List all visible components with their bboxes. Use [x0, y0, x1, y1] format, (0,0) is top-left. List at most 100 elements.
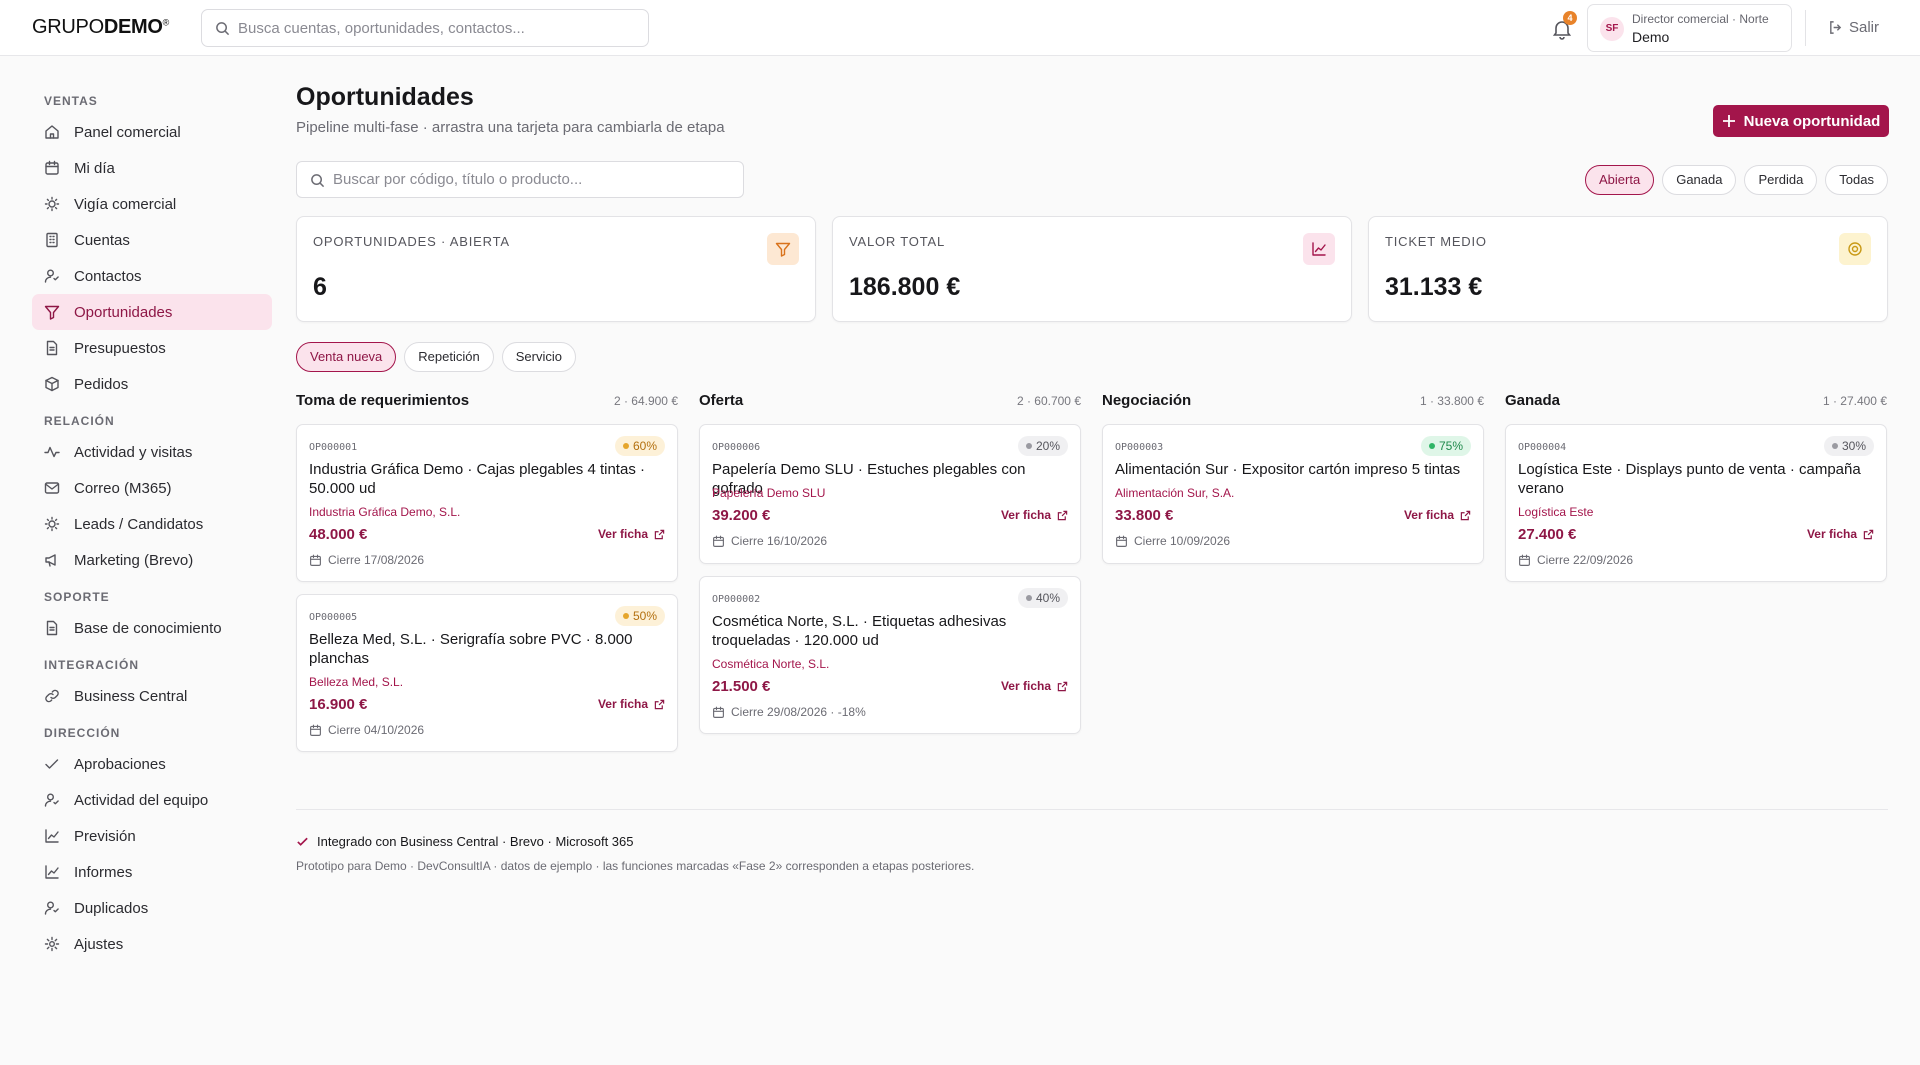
notification-badge: 4: [1563, 11, 1577, 25]
view-record-link[interactable]: Ver ficha: [598, 697, 665, 711]
contact-icon: [44, 901, 59, 915]
search-icon: [311, 174, 325, 188]
kpi-card: OPORTUNIDADES · ABIERTA 6: [296, 216, 816, 322]
column-header: Negociación 1 · 33.800 €: [1102, 392, 1484, 412]
user-menu[interactable]: SF Director comercial · Norte Demo: [1587, 4, 1792, 52]
sidebar: VENTAS Panel comercial Mi día Vigía comerci…: [32, 70, 272, 962]
sidebar-item-actividad-del-equipo[interactable]: Actividad del equipo: [32, 782, 272, 818]
sidebar-item-informes[interactable]: Informes: [32, 854, 272, 890]
logout-button[interactable]: Salir: [1828, 19, 1879, 36]
probability-value: 20%: [1035, 439, 1060, 453]
chart-icon: [45, 865, 59, 879]
sidebar-item-cuentas[interactable]: Cuentas: [32, 222, 272, 258]
status-filter-perdida[interactable]: Perdida: [1744, 165, 1818, 195]
sidebar-item-panel-comercial[interactable]: Panel comercial: [32, 114, 272, 150]
target-icon: [1848, 242, 1862, 256]
new-opportunity-button[interactable]: Nueva oportunidad: [1713, 105, 1889, 137]
integration-note: Integrado con Business Central · Brevo ·…: [296, 834, 633, 849]
account-link[interactable]: Logística Este: [1518, 505, 1594, 519]
probability-dot: [1025, 443, 1032, 449]
sidebar-item-duplicados[interactable]: Duplicados: [32, 890, 272, 926]
opportunity-code: OP000005: [309, 612, 358, 623]
opportunity-title: Industria Gráfica Demo · Cajas plegables…: [309, 461, 645, 497]
status-filters: Abierta Ganada Perdida Todas: [1585, 165, 1888, 195]
sidebar-item-leads-candidatos[interactable]: Leads / Candidatos: [32, 506, 272, 542]
column-title: Ganada: [1505, 392, 1561, 409]
pipeline-column-ganada: Ganada 1 · 27.400 € OP000004 30% Logística E…: [1505, 392, 1887, 582]
new-opportunity-label: Nueva oportunidad: [1743, 112, 1881, 130]
sidebar-item-business-central[interactable]: Business Central: [32, 678, 272, 714]
contact-icon: [44, 269, 59, 283]
sidebar-item-ajustes[interactable]: Ajustes: [32, 926, 272, 962]
account-link[interactable]: Cosmética Norte, S.L.: [712, 657, 830, 671]
view-record-link[interactable]: Ver ficha: [1404, 508, 1471, 522]
view-record-link[interactable]: Ver ficha: [1001, 679, 1068, 693]
sidebar-item-label: Duplicados: [74, 899, 149, 917]
sidebar-item-label: Presupuestos: [74, 339, 166, 357]
account-link[interactable]: Belleza Med, S.L.: [309, 675, 404, 689]
opportunity-card[interactable]: OP000005 50% Belleza Med, S.L. · Serigrafí…: [296, 594, 678, 752]
column-header: Ganada 1 · 27.400 €: [1505, 392, 1887, 412]
sidebar-item-contactos[interactable]: Contactos: [32, 258, 272, 294]
opportunity-search-input[interactable]: [333, 162, 733, 197]
sidebar-item-aprobaciones[interactable]: Aprobaciones: [32, 746, 272, 782]
global-search[interactable]: [201, 9, 649, 47]
mail-icon: [44, 482, 60, 494]
external-link-icon: [654, 699, 665, 709]
opportunity-card[interactable]: OP000003 75% Alimentación Sur · Expositor …: [1102, 424, 1484, 564]
brand-logo[interactable]: GRUPODEMO®: [32, 16, 169, 38]
building-icon: [46, 232, 58, 248]
sidebar-item-correo-m365[interactable]: Correo (M365): [32, 470, 272, 506]
opportunity-code: OP000002: [712, 594, 761, 605]
probability-badge: 75%: [1420, 436, 1471, 456]
pipeline-column-negociacion: Negociación 1 · 33.800 € OP000003 75% Alimen…: [1102, 392, 1484, 564]
opportunity-card[interactable]: OP000006 20% Papelería Demo SLU · Estuches…: [699, 424, 1081, 564]
account-link[interactable]: Papelería Demo SLU: [712, 486, 826, 500]
status-filter-abierta[interactable]: Abierta: [1585, 165, 1655, 195]
sidebar-item-mi-dia[interactable]: Mi día: [32, 150, 272, 186]
sidebar-item-base-de-conocimiento[interactable]: Base de conocimiento: [32, 610, 272, 646]
plus-icon: [1722, 115, 1735, 127]
type-filter-venta-nueva[interactable]: Venta nueva: [296, 342, 397, 372]
pipeline-column-oferta: Oferta 2 · 60.700 € OP000006 20% Papelería D…: [699, 392, 1081, 734]
view-record-link[interactable]: Ver ficha: [598, 527, 665, 541]
external-link-icon: [1057, 681, 1068, 691]
global-search-input[interactable]: [238, 10, 638, 46]
close-date-text: Cierre 16/10/2026: [731, 534, 828, 548]
avatar: SF: [1600, 17, 1624, 41]
column-summary: 1 · 27.400 €: [1822, 394, 1887, 408]
type-filter-repeticion[interactable]: Repetición: [404, 342, 494, 372]
kpi-label: VALOR TOTAL: [849, 234, 945, 249]
opportunity-card[interactable]: OP000001 60% Industria Gráfica Demo · Caja…: [296, 424, 678, 582]
probability-value: 75%: [1438, 439, 1463, 453]
status-filter-ganada[interactable]: Ganada: [1662, 165, 1737, 195]
probability-dot: [1428, 443, 1435, 449]
probability-value: 50%: [632, 609, 657, 623]
status-filter-todas[interactable]: Todas: [1825, 165, 1888, 195]
sidebar-item-label: Informes: [74, 863, 133, 881]
close-date-text: Cierre 10/09/2026: [1134, 534, 1231, 548]
sidebar-item-label: Business Central: [74, 687, 188, 705]
column-summary: 2 · 64.900 €: [613, 394, 678, 408]
opportunity-card[interactable]: OP000004 30% Logística Este · Displays pun…: [1505, 424, 1887, 582]
sidebar-item-vigia-comercial[interactable]: Vigía comercial: [32, 186, 272, 222]
opportunity-search[interactable]: [296, 161, 744, 198]
type-filter-servicio[interactable]: Servicio: [501, 342, 576, 372]
probability-badge: 30%: [1823, 436, 1874, 456]
sidebar-item-prevision[interactable]: Previsión: [32, 818, 272, 854]
sidebar-item-pedidos[interactable]: Pedidos: [32, 366, 272, 402]
sidebar-item-marketing-brevo[interactable]: Marketing (Brevo): [32, 542, 272, 578]
kpi-value: 31.133 €: [1385, 273, 1483, 301]
view-record-link[interactable]: Ver ficha: [1807, 527, 1874, 541]
sidebar-section-title: RELACIÓN: [44, 414, 115, 428]
account-link[interactable]: Industria Gráfica Demo, S.L.: [309, 505, 461, 519]
account-link[interactable]: Alimentación Sur, S.A.: [1115, 486, 1235, 500]
divider: [296, 809, 1888, 810]
view-record-link[interactable]: Ver ficha: [1001, 508, 1068, 522]
sidebar-item-oportunidades[interactable]: Oportunidades: [32, 294, 272, 330]
chart-icon: [45, 829, 59, 843]
sidebar-item-actividad-y-visitas[interactable]: Actividad y visitas: [32, 434, 272, 470]
sidebar-item-presupuestos[interactable]: Presupuestos: [32, 330, 272, 366]
opportunity-card[interactable]: OP000002 40% Cosmética Norte, S.L. · Etiqu…: [699, 576, 1081, 734]
sidebar-item-label: Pedidos: [74, 375, 129, 393]
